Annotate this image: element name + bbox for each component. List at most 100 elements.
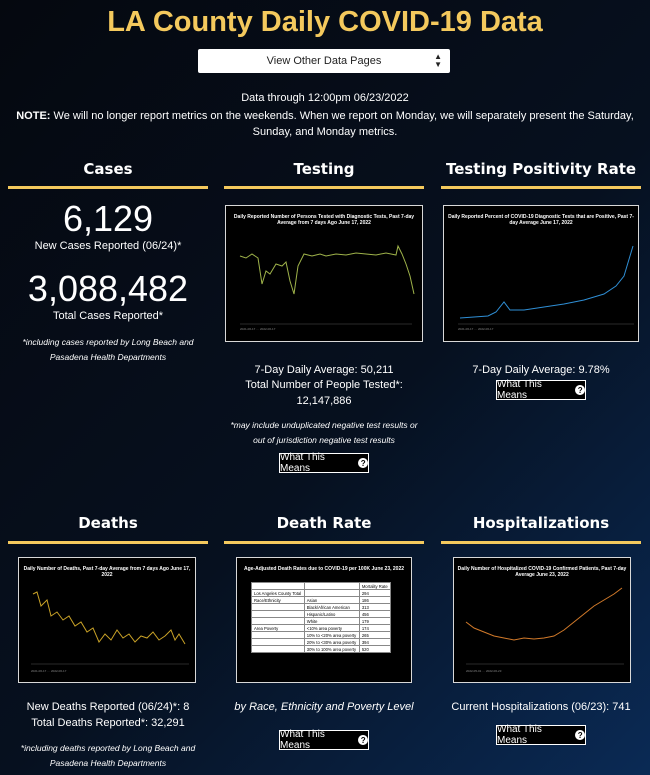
table-cell: Race/Ethnicity: [251, 596, 305, 604]
table-cell: 186: [358, 596, 392, 604]
new-cases-value: 6,129: [62, 198, 154, 239]
table-header-cell: [303, 582, 360, 590]
hospitalizations-rule: [441, 541, 641, 544]
svg-text:2022-05-01 … 2022-06-23: 2022-05-01 … 2022-06-23: [466, 669, 502, 673]
table-cell: 179: [358, 617, 392, 625]
testing-chart[interactable]: Daily Reported Number of Persons Tested …: [225, 205, 423, 342]
table-cell: [251, 610, 305, 618]
hospitalizations-series-line: [465, 587, 623, 641]
table-cell: [303, 589, 360, 597]
cases-title: Cases: [83, 160, 133, 178]
death-rate-title: Death Rate: [276, 514, 372, 532]
table-cell: [251, 603, 305, 611]
button-label: What This Means: [497, 379, 542, 401]
hospitalizations-what-this-means-button[interactable]: What This Means ?: [496, 724, 586, 746]
hospitalizations-chart-svg: 2022-05-01 … 2022-06-23: [465, 587, 624, 673]
death-rate-chart[interactable]: Age-Adjusted Death Rates due to COVID-19…: [236, 557, 412, 683]
positivity-series-line: [459, 245, 634, 319]
table-row: Race/Ethnicity Asian 186: [251, 596, 392, 604]
chevron-updown-icon: ▲ ▼: [434, 52, 442, 69]
table-row: Los Angeles County Total 294: [251, 589, 392, 597]
table-cell: [251, 617, 305, 625]
current-hospitalizations: Current Hospitalizations (06/23): 741: [451, 701, 631, 713]
table-header-cell: Mortality Rate: [358, 582, 392, 590]
positivity-rule: [441, 186, 641, 189]
positivity-title: Testing Positivity Rate: [445, 160, 637, 178]
table-cell: [251, 638, 305, 646]
cases-rule: [8, 186, 208, 189]
total-cases-label: Total Cases Reported*: [52, 310, 164, 322]
deaths-chart-title: Daily Number of Deaths, Past 7-day Avera…: [23, 566, 191, 578]
table-cell: 520: [358, 645, 392, 653]
note-text: We will no longer report metrics on the …: [53, 110, 634, 138]
table-cell: 313: [358, 603, 392, 611]
question-icon: ?: [358, 458, 368, 468]
table-row: 30% to 100% area poverty 520: [251, 645, 392, 653]
question-icon: ?: [358, 735, 368, 745]
positivity-what-this-means-button[interactable]: What This Means ?: [496, 379, 586, 401]
table-header-row: Mortality Rate: [251, 582, 392, 590]
table-header-cell: [251, 582, 305, 590]
testing-chart-title: Daily Reported Number of Persons Tested …: [233, 214, 415, 226]
table-cell: 10% to <20% area poverty: [303, 631, 360, 639]
table-cell: 394: [358, 638, 392, 646]
table-cell: 174: [358, 624, 392, 632]
note-label: NOTE:: [16, 110, 51, 122]
table-cell: Los Angeles County Total: [251, 589, 305, 597]
data-through: Data through 12:00pm 06/23/2022: [241, 92, 409, 104]
death-rate-what-this-means-button[interactable]: What This Means ?: [279, 729, 369, 751]
positivity-chart-title: Daily Reported Percent of COVID-19 Diagn…: [448, 214, 634, 226]
question-icon: ?: [575, 730, 585, 740]
question-icon: ?: [575, 385, 585, 395]
testing-what-this-means-button[interactable]: What This Means ?: [279, 452, 369, 474]
button-label: What This Means: [497, 724, 542, 746]
table-cell: 265: [358, 631, 392, 639]
table-cell: 30% to 100% area poverty: [303, 645, 360, 653]
table-row: White 179: [251, 617, 392, 625]
death-rate-caption: by Race, Ethnicity and Poverty Level: [234, 701, 414, 713]
testing-rule: [224, 186, 424, 189]
hospitalizations-title: Hospitalizations: [472, 514, 610, 532]
deaths-chart-svg: 2021-06-17 … 2022-06-17: [31, 591, 189, 673]
new-deaths: New Deaths Reported (06/24)*: 8: [26, 701, 190, 713]
table-row: Hispanic/Latino 456: [251, 610, 392, 618]
table-row: Area Poverty <10% area poverty 174: [251, 624, 392, 632]
positivity-avg: 7-Day Daily Average: 9.78%: [472, 364, 610, 376]
svg-text:2021-06-17 … 2022-06-17: 2021-06-17 … 2022-06-17: [31, 669, 67, 673]
testing-chart-svg: 2021-06-17 … 2022-06-17: [239, 244, 415, 331]
deaths-series-line: [32, 591, 186, 645]
data-pages-select[interactable]: View Other Data Pages ▲ ▼: [198, 49, 450, 73]
testing-avg: 7-Day Daily Average: 50,211: [254, 364, 394, 376]
hospitalizations-chart[interactable]: Daily Number of Hospitalized COVID-19 Co…: [453, 557, 631, 683]
table-cell: 456: [358, 610, 392, 618]
cases-footnote: *including cases reported by Long Beach …: [22, 337, 194, 362]
button-label: What This Means: [280, 729, 325, 751]
button-label: What This Means: [280, 452, 325, 474]
note: NOTE: We will no longer report metrics o…: [12, 108, 638, 140]
table-row: 20% to <30% area poverty 394: [251, 638, 392, 646]
testing-total: Total Number of People Tested*: 12,147,8…: [245, 379, 403, 407]
death-rate-chart-title: Age-Adjusted Death Rates due to COVID-19…: [243, 566, 405, 572]
new-cases-label: New Cases Reported (06/24)*: [34, 240, 182, 252]
hospitalizations-chart-title: Daily Number of Hospitalized COVID-19 Co…: [457, 566, 627, 578]
table-cell: 20% to <30% area poverty: [303, 638, 360, 646]
testing-footnote: *may include unduplicated negative test …: [230, 420, 418, 445]
table-cell: Black/African American: [303, 603, 360, 611]
deaths-chart[interactable]: Daily Number of Deaths, Past 7-day Avera…: [18, 557, 196, 683]
testing-title: Testing: [293, 160, 355, 178]
total-cases-value: 3,088,482: [27, 268, 189, 309]
total-deaths: Total Deaths Reported*: 32,291: [31, 717, 185, 729]
table-cell: Area Poverty: [251, 624, 305, 632]
positivity-chart-svg: 2021-06-17 … 2022-06-17: [458, 245, 634, 331]
deaths-rule: [8, 541, 208, 544]
svg-text:2021-06-17 … 2022-06-17: 2021-06-17 … 2022-06-17: [458, 327, 494, 331]
table-cell: <10% area poverty: [303, 624, 360, 632]
table-cell: [251, 631, 305, 639]
table-row: Black/African American 313: [251, 603, 392, 611]
table-cell: White: [303, 617, 360, 625]
select-label: View Other Data Pages: [266, 55, 382, 67]
death-rate-table: Mortality Rate Los Angeles County Total 29…: [251, 582, 392, 653]
table-cell: Hispanic/Latino: [303, 610, 360, 618]
positivity-chart[interactable]: Daily Reported Percent of COVID-19 Diagn…: [443, 205, 639, 342]
svg-text:2021-06-17 … 2022-06-17: 2021-06-17 … 2022-06-17: [240, 327, 276, 331]
